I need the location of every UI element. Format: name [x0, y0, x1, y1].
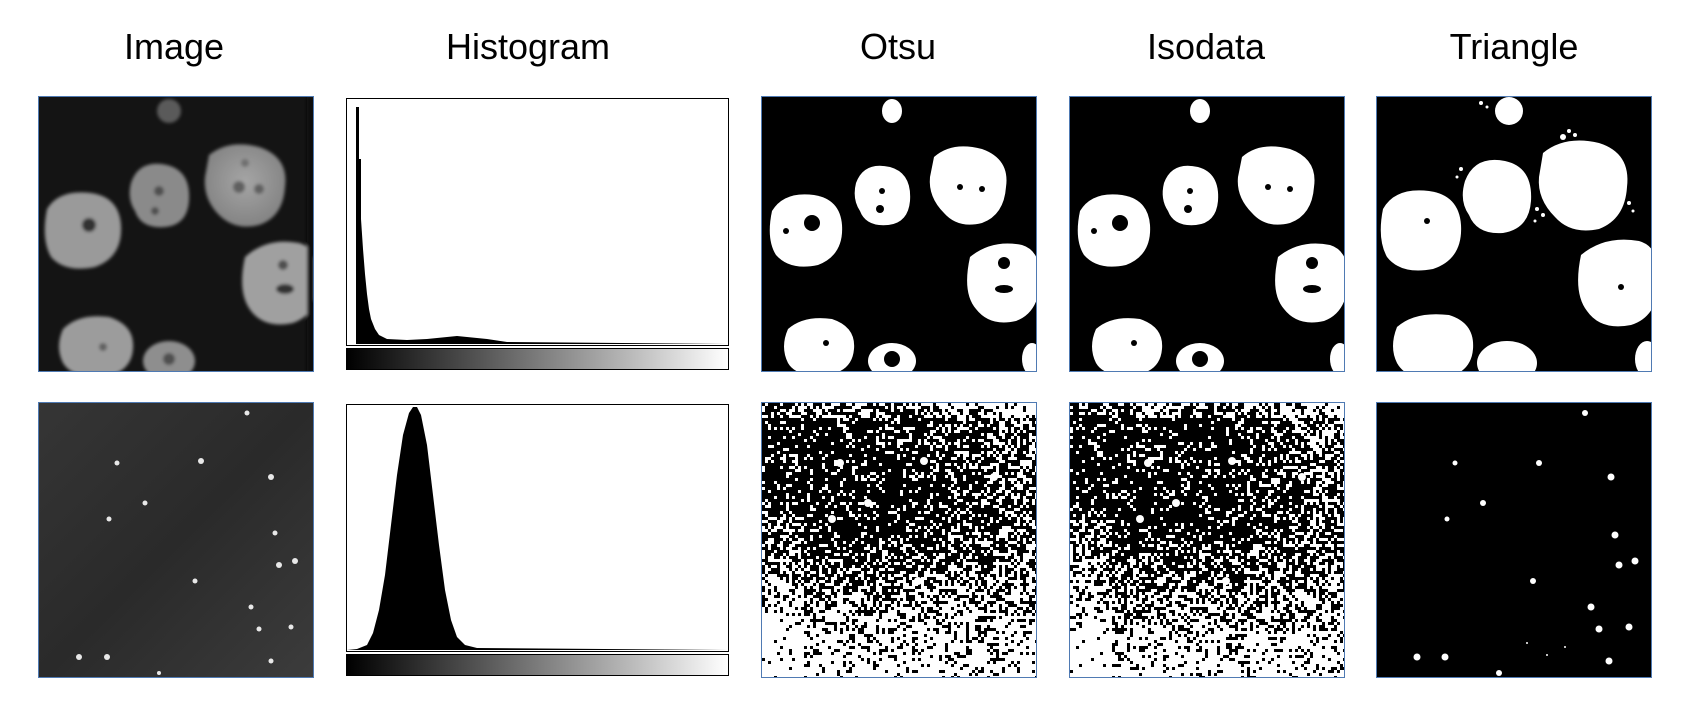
spot — [864, 499, 872, 507]
spot — [920, 457, 928, 465]
title-image: Image — [123, 26, 225, 67]
threshold-mask — [1070, 403, 1344, 677]
isodata-spots — [1069, 402, 1345, 678]
spot — [828, 515, 836, 523]
title-histogram: Histogram — [445, 26, 611, 67]
title-triangle: Triangle — [1449, 26, 1579, 67]
histogram-nuclei — [346, 98, 729, 346]
triangle-nuclei — [1376, 96, 1652, 372]
spot — [990, 473, 998, 481]
spot — [1172, 499, 1180, 507]
spot — [1298, 473, 1306, 481]
spot — [914, 577, 922, 585]
spot — [836, 459, 844, 467]
image-spots — [38, 402, 314, 678]
threshold-mask — [762, 403, 1036, 677]
triangle-spots — [1376, 402, 1652, 678]
histogram-spots — [346, 404, 729, 652]
image-nuclei — [38, 96, 314, 372]
otsu-nuclei — [761, 96, 1037, 372]
isodata-nuclei — [1069, 96, 1345, 372]
title-isodata: Isodata — [1146, 26, 1266, 67]
spot — [1228, 457, 1236, 465]
spot — [1222, 577, 1230, 585]
histogram-spots-colorbar — [346, 654, 729, 676]
spot — [1136, 515, 1144, 523]
title-otsu: Otsu — [859, 26, 937, 67]
histogram-nuclei-colorbar — [346, 348, 729, 370]
spot — [1144, 459, 1152, 467]
otsu-spots — [761, 402, 1037, 678]
